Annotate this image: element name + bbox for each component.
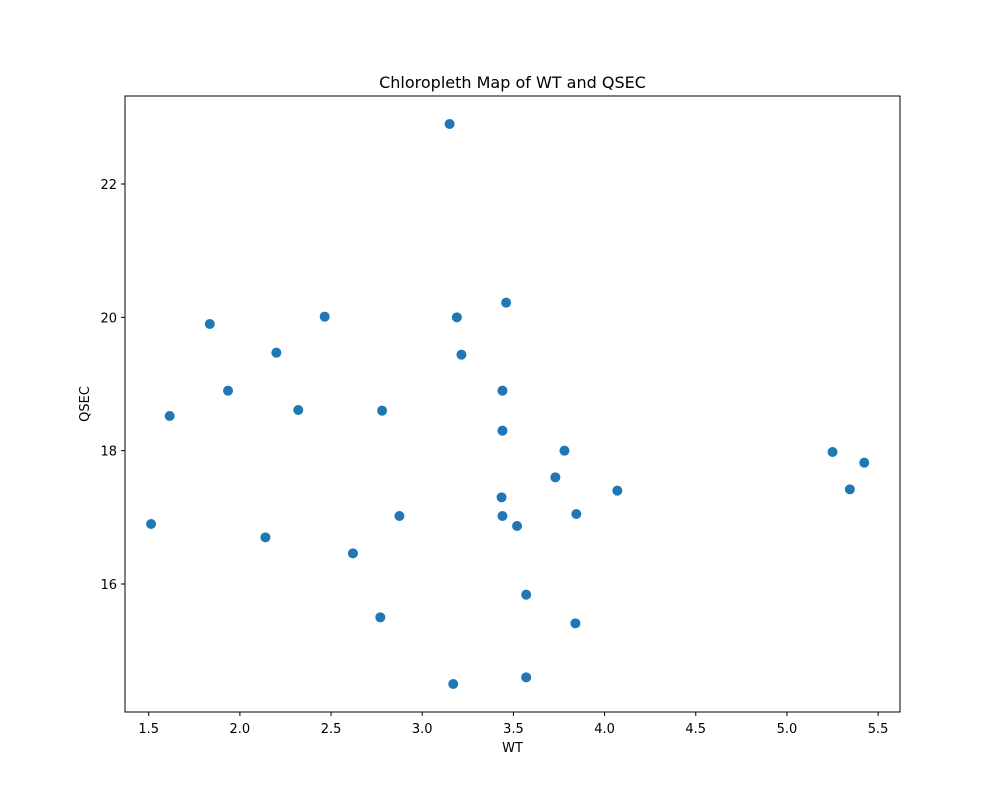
x-tick-label: 3.5 (503, 722, 524, 737)
scatter-point (394, 511, 405, 521)
scatter-point (347, 548, 358, 559)
x-tick-label: 1.5 (138, 722, 159, 737)
plot-area-frame (124, 95, 901, 713)
scatter-point (827, 447, 838, 457)
scatter-point (448, 679, 459, 689)
scatter-point (260, 532, 271, 543)
x-tick-label: 5.5 (868, 722, 889, 737)
x-tick-label: 2.5 (321, 722, 342, 737)
scatter-point (375, 612, 386, 623)
y-tick-label: 16 (100, 578, 117, 593)
scatter-point (377, 405, 388, 416)
x-tick-label: 3.0 (412, 722, 433, 737)
x-axis-label: WT (502, 741, 523, 756)
scatter-point (521, 589, 532, 600)
scatter-point (497, 425, 508, 436)
scatter-point (550, 472, 561, 483)
scatter-point (612, 485, 623, 496)
y-axis-label: QSEC (78, 386, 93, 422)
scatter-point (204, 319, 215, 329)
y-tick-label: 18 (100, 445, 117, 460)
y-tick-label: 20 (100, 311, 117, 326)
chart-title: Chloropleth Map of WT and QSEC (379, 73, 646, 92)
scatter-point (319, 311, 330, 322)
scatter-point (501, 297, 512, 308)
axis-ticks: 1.5 2.0 2.5 3.0 3.5 4.0 4.5 5.0 5.5 16 18 20 22 (100, 178, 888, 737)
x-tick-label: 2.0 (230, 722, 251, 737)
scatter-point (859, 457, 870, 468)
data-points (146, 119, 870, 689)
scatter-point (497, 511, 508, 521)
scatter-point (223, 385, 234, 396)
scatter-point (293, 405, 304, 415)
scatter-point (146, 519, 157, 529)
scatter-point (164, 411, 175, 421)
scatter-point (444, 119, 455, 129)
scatter-point (512, 521, 523, 531)
scatter-point (271, 347, 282, 358)
x-tick-label: 4.0 (594, 722, 615, 737)
scatter-point (521, 672, 532, 683)
y-tick-label: 22 (100, 178, 117, 193)
scatter-point (451, 312, 462, 323)
scatter-point (456, 349, 467, 360)
x-tick-label: 4.5 (685, 722, 706, 737)
scatter-point (571, 509, 582, 519)
scatter-point (496, 492, 507, 503)
scatter-point (570, 618, 581, 629)
scatter-point (844, 484, 855, 495)
scatter-point (497, 385, 508, 396)
scatter-point (559, 445, 570, 456)
x-tick-label: 5.0 (777, 722, 798, 737)
